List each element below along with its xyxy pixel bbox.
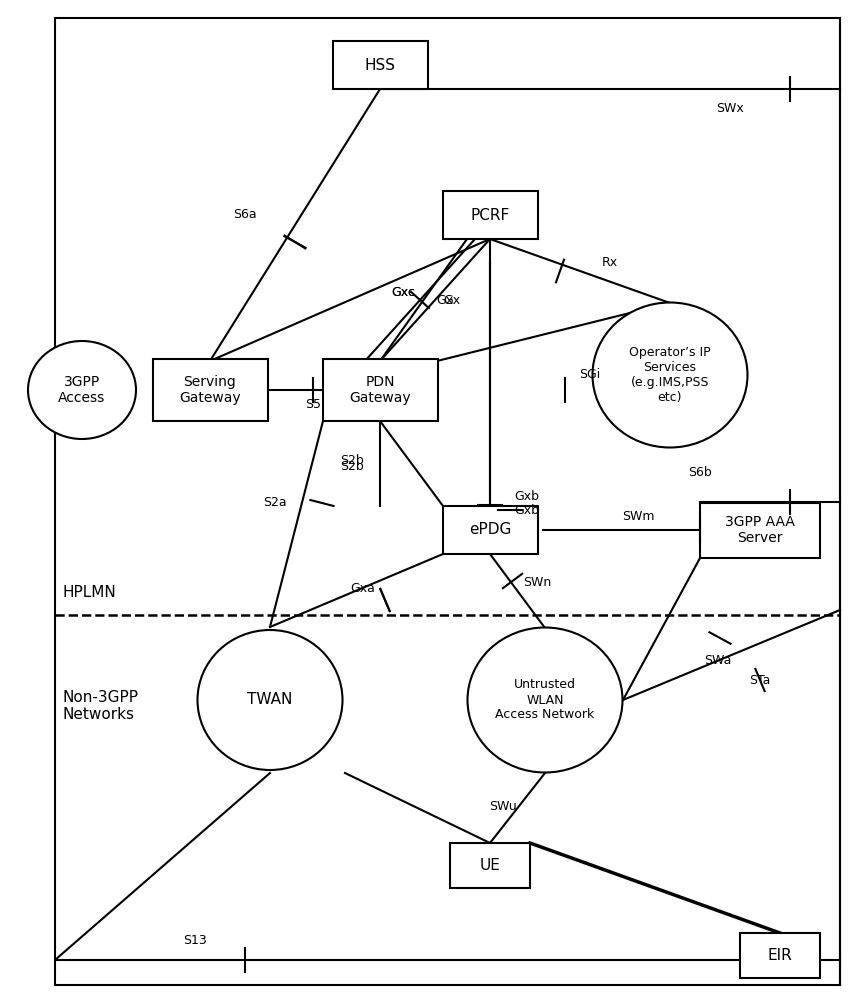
Bar — [740, 932, 820, 978]
Text: Non-3GPP
Networks: Non-3GPP Networks — [62, 690, 138, 722]
Text: Gxb: Gxb — [515, 490, 540, 504]
Text: SWn: SWn — [522, 576, 551, 589]
Bar — [443, 506, 537, 554]
Text: UE: UE — [479, 857, 501, 872]
Bar — [443, 191, 537, 239]
Text: PDN
Gateway: PDN Gateway — [349, 375, 411, 405]
Ellipse shape — [593, 302, 747, 448]
Text: Gxc: Gxc — [391, 286, 415, 300]
Text: STa: STa — [749, 674, 771, 686]
Bar — [700, 502, 820, 558]
Text: HPLMN: HPLMN — [62, 585, 116, 600]
Text: SGi: SGi — [580, 368, 600, 381]
Text: ePDG: ePDG — [469, 522, 511, 538]
Text: Gxa: Gxa — [350, 582, 375, 594]
Text: Rx: Rx — [602, 255, 618, 268]
Text: S13: S13 — [183, 934, 207, 946]
Bar — [450, 842, 530, 888]
Text: TWAN: TWAN — [247, 692, 292, 708]
Text: Gx: Gx — [437, 294, 453, 306]
Ellipse shape — [467, 628, 623, 772]
Bar — [323, 359, 438, 421]
Text: Untrusted
WLAN
Access Network: Untrusted WLAN Access Network — [496, 678, 594, 722]
Text: 3GPP
Access: 3GPP Access — [58, 375, 106, 405]
Text: Gxb: Gxb — [515, 504, 540, 516]
Text: S2b: S2b — [340, 454, 364, 466]
Text: S6b: S6b — [689, 466, 712, 479]
Text: Operator’s IP
Services
(e.g.IMS,PSS
etc): Operator’s IP Services (e.g.IMS,PSS etc) — [629, 346, 711, 404]
Text: S5: S5 — [305, 398, 321, 412]
Text: SWx: SWx — [716, 102, 744, 114]
Text: SWu: SWu — [489, 800, 517, 812]
Text: PCRF: PCRF — [471, 208, 509, 223]
Text: S2b: S2b — [340, 460, 364, 474]
Text: EIR: EIR — [767, 948, 792, 962]
Text: Gxc: Gxc — [391, 286, 415, 300]
Ellipse shape — [28, 341, 136, 439]
Ellipse shape — [197, 630, 343, 770]
Text: Gx: Gx — [444, 294, 460, 306]
Bar — [332, 41, 427, 89]
Text: SWm: SWm — [622, 510, 654, 524]
Bar — [152, 359, 267, 421]
Text: HSS: HSS — [364, 57, 395, 73]
Text: Serving
Gateway: Serving Gateway — [179, 375, 240, 405]
Text: SWa: SWa — [704, 654, 732, 666]
Text: S2a: S2a — [263, 496, 287, 510]
Text: 3GPP AAA
Server: 3GPP AAA Server — [725, 515, 795, 545]
Text: S6a: S6a — [234, 209, 257, 222]
